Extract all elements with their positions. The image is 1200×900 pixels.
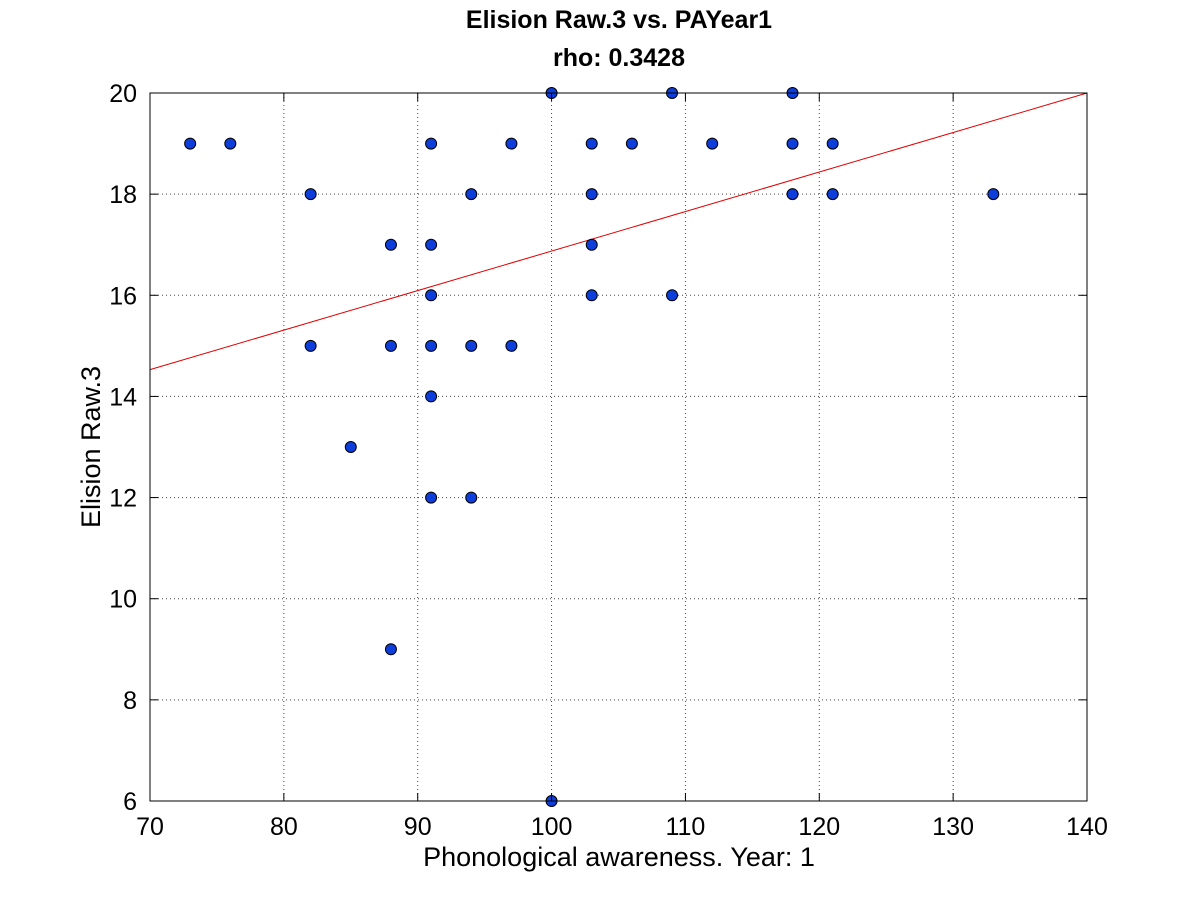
y-axis-label: Elision Raw.3: [76, 366, 106, 528]
data-point: [344, 441, 357, 453]
x-tick-label: 110: [665, 813, 705, 841]
plot-frame: [149, 92, 1088, 802]
x-tick-label: 80: [270, 813, 298, 841]
data-point: [826, 137, 839, 150]
data-point: [585, 137, 598, 150]
x-tick-label: 120: [798, 813, 840, 841]
data-point: [786, 137, 799, 150]
data-point: [304, 188, 317, 201]
regression-line: [149, 92, 1088, 371]
data-point: [384, 643, 397, 656]
y-tick-label: 10: [109, 586, 137, 614]
data-point: [425, 339, 438, 352]
y-tick-label: 16: [109, 282, 137, 310]
chart-title: Elision Raw.3 vs. PAYear1: [466, 6, 772, 34]
data-point: [706, 137, 719, 150]
y-tick-label: 12: [109, 485, 137, 513]
data-point: [625, 137, 638, 150]
fit-line-layer: [149, 92, 1088, 371]
y-tick-label: 8: [123, 687, 137, 715]
data-point: [585, 238, 598, 251]
data-point: [425, 238, 438, 251]
data-point: [184, 137, 197, 150]
data-point: [585, 289, 598, 302]
x-axis-label: Phonological awareness. Year: 1: [423, 842, 815, 872]
grid: [150, 93, 1087, 801]
data-point: [585, 188, 598, 201]
y-tick-label: 18: [109, 181, 137, 209]
data-point: [505, 137, 518, 150]
axes: [149, 92, 1088, 802]
x-tick-label: 130: [932, 813, 974, 841]
data-point: [987, 188, 1000, 201]
x-tick-label: 100: [531, 813, 573, 841]
tick-labels: 70 80 90 100 110 120 130 140 6 8 10 12 14 16 18 20: [109, 80, 1108, 841]
data-point: [384, 238, 397, 251]
data-point: [505, 339, 518, 352]
data-point: [425, 491, 438, 504]
data-point: [786, 188, 799, 201]
data-point: [224, 137, 237, 150]
data-point: [425, 289, 438, 302]
y-tick-label: 20: [109, 80, 137, 108]
data-point: [465, 188, 478, 201]
data-point: [465, 491, 478, 504]
data-point: [826, 188, 839, 201]
points-layer: [184, 87, 1000, 807]
x-tick-label: 140: [1066, 813, 1108, 841]
data-point: [384, 339, 397, 352]
x-tick-label: 70: [136, 813, 164, 841]
x-tick-label: 90: [404, 813, 432, 841]
y-tick-label: 6: [123, 788, 137, 816]
data-point: [666, 289, 679, 302]
data-point: [425, 137, 438, 150]
data-point: [465, 339, 478, 352]
data-point: [304, 339, 317, 352]
data-point: [425, 390, 438, 403]
chart-subtitle: rho: 0.3428: [553, 44, 685, 72]
y-tick-label: 14: [109, 383, 137, 411]
